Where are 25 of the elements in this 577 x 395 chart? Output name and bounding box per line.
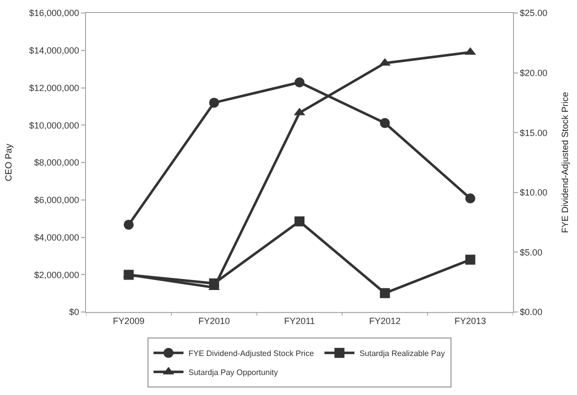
x-tick-label: FY2013: [454, 316, 486, 326]
y-tick-label: $10,000,000: [29, 120, 80, 130]
y-tick-label: $12,000,000: [29, 82, 80, 93]
y2-tick-label: $10.00: [520, 188, 548, 198]
y2-axis-title: FYE Dividend-Adjusted Stock Price: [560, 92, 570, 234]
y-tick-label: $8,000,000: [34, 158, 80, 168]
y-tick-label: $4,000,000: [34, 232, 80, 242]
y2-tick-label: $20.00: [520, 68, 548, 78]
x-tick-label: FY2010: [198, 316, 230, 326]
legend-label: Sutardja Realizable Pay: [359, 349, 445, 358]
y2-tick-label: $5.00: [520, 247, 542, 258]
y-tick-label: $0: [69, 307, 80, 318]
y-tick-label: $16,000,000: [29, 8, 80, 18]
y-tick-label: $14,000,000: [29, 46, 80, 56]
x-tick-label: FY2009: [112, 316, 144, 326]
y2-tick-label: $25.00: [520, 8, 548, 18]
y2-tick-label: $15.00: [520, 128, 548, 138]
x-tick-label: FY2011: [284, 316, 315, 326]
y-tick-label: $2,000,000: [34, 270, 80, 280]
y-tick-label: $6,000,000: [34, 195, 80, 206]
y2-tick-label: $0.00: [520, 307, 542, 318]
x-tick-label: FY2012: [369, 316, 401, 326]
legend-label: Sutardja Pay Opportunity: [188, 368, 278, 378]
legend-label: FYE Dividend-Adjusted Stock Price: [188, 349, 314, 358]
y-axis-title: CEO Pay: [3, 143, 14, 182]
